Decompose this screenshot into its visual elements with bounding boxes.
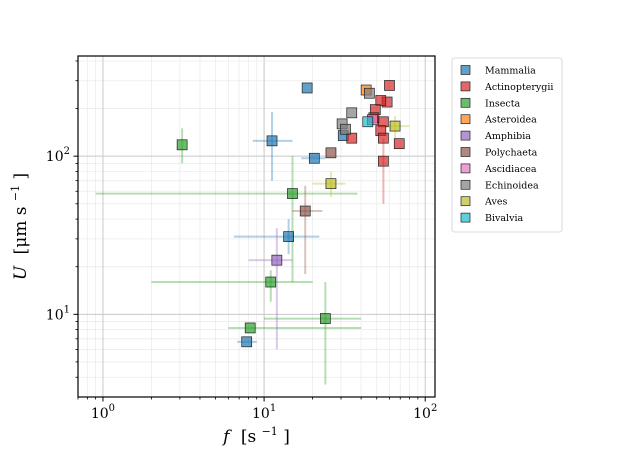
legend-marker bbox=[460, 196, 471, 207]
data-point-actinopterygii bbox=[393, 138, 405, 150]
legend-label: Aves bbox=[484, 197, 507, 208]
x-axis-unit-exp: −1 bbox=[262, 425, 278, 438]
data-point-actinopterygii bbox=[384, 80, 395, 91]
y-axis-symbol: U bbox=[11, 265, 31, 280]
legend-marker bbox=[460, 130, 471, 141]
data-point-actinopterygii bbox=[378, 155, 389, 167]
legend-marker bbox=[460, 97, 471, 108]
x-tick-base: 10 bbox=[252, 406, 270, 422]
legend-marker bbox=[460, 114, 471, 125]
x-tick-exp: 0 bbox=[109, 403, 115, 414]
data-point-polychaeta bbox=[325, 147, 337, 159]
x-axis-unit-close: ] bbox=[283, 427, 290, 447]
y-tick-label: 101 bbox=[46, 304, 70, 323]
x-axis-label: f [s −1 ] bbox=[221, 420, 290, 447]
legend-marker bbox=[460, 212, 471, 223]
data-point-mammalia bbox=[241, 336, 253, 348]
data-point-insecta bbox=[320, 313, 331, 324]
x-tick-label: 100 bbox=[91, 403, 115, 422]
y-axis-unit-exp: −1 bbox=[9, 185, 22, 201]
y-tick-base: 10 bbox=[46, 149, 64, 165]
data-point-insecta bbox=[244, 322, 256, 334]
legend-marker bbox=[460, 163, 471, 174]
legend-label: Ascidiacea bbox=[484, 164, 537, 175]
legend-label: Actinopterygii bbox=[484, 82, 553, 93]
data-point-echinoidea bbox=[363, 87, 375, 99]
legend: Mammalia Actinopterygii Insecta Asteroidea A… bbox=[451, 57, 563, 233]
x-tick-label: 101 bbox=[252, 403, 276, 422]
legend-marker bbox=[460, 179, 471, 190]
data-point-mammalia bbox=[266, 135, 278, 147]
y-tick-label: 102 bbox=[46, 146, 70, 165]
data-point-echinoidea bbox=[346, 107, 358, 119]
data-point-actinopterygii bbox=[346, 132, 358, 144]
data-markers bbox=[176, 80, 405, 348]
data-point-insecta bbox=[265, 276, 277, 288]
legend-label: Insecta bbox=[485, 98, 521, 109]
x-tick-label: 102 bbox=[413, 403, 437, 422]
y-axis-label: U [μm s −1 ] bbox=[4, 173, 31, 280]
data-point-actinopterygii bbox=[375, 95, 387, 106]
x-tick-base: 10 bbox=[91, 406, 109, 422]
x-tick-exp: 2 bbox=[431, 403, 437, 414]
data-point-mammalia bbox=[283, 231, 294, 242]
legend-label: Bivalvia bbox=[485, 213, 523, 224]
data-point-actinopterygii bbox=[378, 116, 389, 128]
data-point-insecta bbox=[176, 139, 188, 151]
data-point-echinoidea bbox=[340, 123, 351, 135]
legend-label: Mammalia bbox=[485, 66, 536, 77]
minor-grid bbox=[77, 56, 435, 397]
x-axis-symbol: f bbox=[221, 427, 232, 447]
y-tick-exp: 2 bbox=[64, 146, 70, 157]
axis-ticks bbox=[73, 60, 426, 402]
y-tick-base: 10 bbox=[46, 307, 64, 323]
legend-label: Echinoidea bbox=[485, 180, 539, 191]
data-point-bivalvia bbox=[362, 116, 374, 128]
legend-marker bbox=[460, 65, 471, 75]
data-point-mammalia bbox=[308, 152, 320, 164]
y-axis-unit-close: ] bbox=[11, 173, 31, 180]
legend-marker bbox=[460, 147, 471, 157]
x-axis-unit: [s bbox=[241, 427, 256, 447]
data-point-mammalia bbox=[301, 82, 313, 94]
data-point-aves bbox=[325, 178, 337, 190]
x-tick-base: 10 bbox=[413, 406, 431, 422]
legend-marker bbox=[460, 81, 471, 92]
legend-label: Polychaeta bbox=[485, 148, 538, 159]
error-bars bbox=[95, 112, 410, 385]
legend-label: Amphibia bbox=[484, 131, 531, 142]
data-point-aves bbox=[389, 120, 401, 132]
y-tick-exp: 1 bbox=[64, 304, 70, 315]
data-point-actinopterygii bbox=[378, 132, 389, 144]
x-tick-exp: 1 bbox=[270, 403, 276, 414]
legend-box bbox=[451, 57, 563, 233]
data-point-amphibia bbox=[271, 254, 283, 266]
data-point-insecta bbox=[287, 188, 298, 199]
major-grid bbox=[78, 56, 435, 397]
legend-label: Asteroidea bbox=[484, 115, 537, 126]
y-axis-unit: [μm s bbox=[11, 207, 31, 255]
data-point-polychaeta bbox=[299, 205, 311, 217]
